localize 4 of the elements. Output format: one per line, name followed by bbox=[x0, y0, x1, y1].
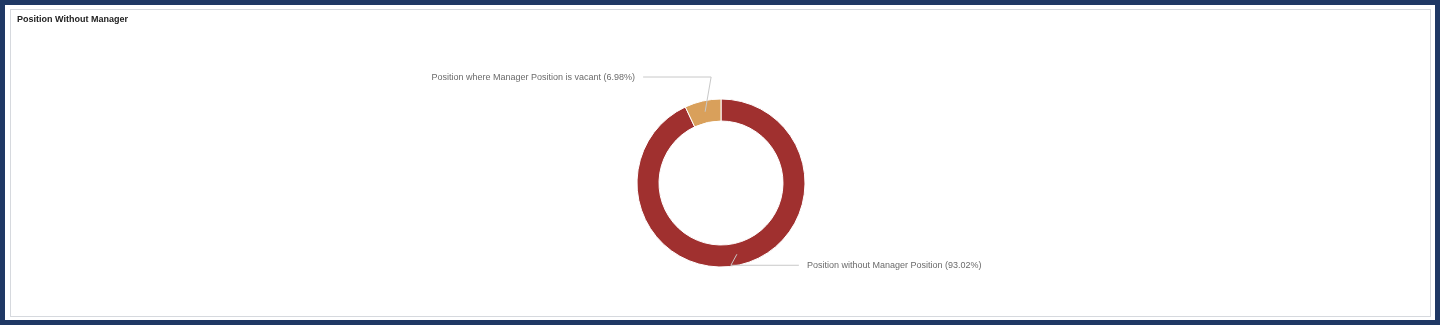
slice-label: Position where Manager Position is vacant (6.98%) bbox=[431, 72, 636, 83]
slice-label: Position without Manager Position (93.02%) bbox=[806, 260, 982, 271]
text: Position Without Manager bbox=[17, 14, 129, 24]
donut-slice bbox=[636, 98, 806, 268]
